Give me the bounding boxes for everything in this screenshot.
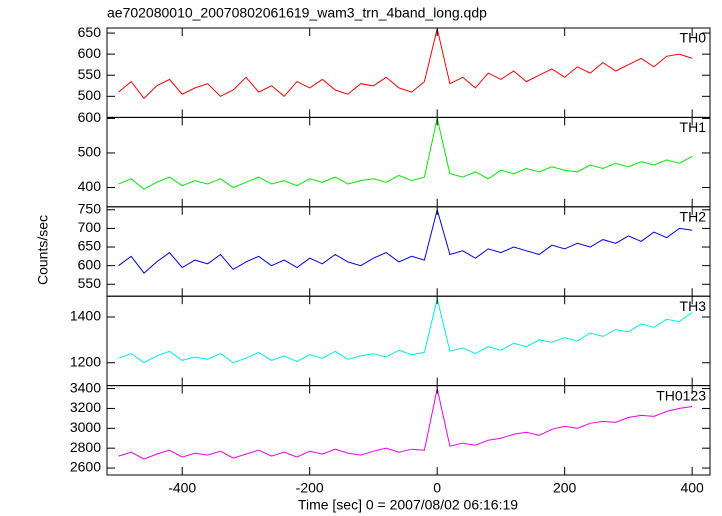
- series-line: [118, 207, 693, 274]
- series-line: [118, 28, 693, 100]
- y-tick-label: 600: [78, 256, 102, 272]
- series-label: TH3: [680, 298, 707, 314]
- panel-frame: [106, 385, 711, 476]
- series-line: [118, 388, 693, 460]
- y-tick-label: 3400: [70, 379, 101, 395]
- y-tick-label: 2800: [70, 439, 101, 455]
- series-line: [118, 298, 693, 364]
- y-tick-label: 650: [78, 238, 102, 254]
- y-tick-label: 3000: [70, 419, 101, 435]
- x-tick-label: 200: [553, 480, 577, 496]
- series-label: TH2: [680, 209, 707, 225]
- y-tick-label: 1200: [70, 353, 101, 369]
- y-tick-label: 550: [78, 275, 102, 291]
- series-line: [118, 118, 693, 190]
- y-tick-label: 2600: [70, 459, 101, 475]
- y-tick-label: 550: [78, 66, 102, 82]
- y-tick-label: 750: [78, 200, 102, 216]
- y-tick-label: 500: [78, 144, 102, 160]
- x-axis-label: Time [sec] 0 = 2007/08/02 06:16:19: [298, 497, 518, 513]
- panel-frame: [106, 295, 711, 387]
- panel-frame: [106, 116, 711, 208]
- y-tick-label: 500: [78, 87, 102, 103]
- y-tick-label: 400: [78, 178, 102, 194]
- series-label: TH1: [680, 119, 707, 135]
- x-tick-label: 400: [680, 480, 704, 496]
- x-tick-label: -400: [168, 480, 196, 496]
- x-tick-label: -200: [296, 480, 324, 496]
- series-label: TH0: [680, 30, 707, 46]
- y-tick-label: 3200: [70, 399, 101, 415]
- y-tick-label: 600: [78, 109, 102, 125]
- chart-title: ae702080010_20070802061619_wam3_trn_4ban…: [107, 5, 487, 21]
- panel-frame: [106, 27, 711, 118]
- x-tick-label: 0: [433, 480, 441, 496]
- panel-frame: [106, 206, 711, 297]
- y-tick-label: 650: [78, 24, 102, 40]
- y-tick-label: 600: [78, 45, 102, 61]
- y-tick-label: 1400: [70, 308, 101, 324]
- y-axis-label: Counts/sec: [35, 215, 51, 285]
- series-label: TH0123: [656, 387, 706, 403]
- y-tick-label: 700: [78, 219, 102, 235]
